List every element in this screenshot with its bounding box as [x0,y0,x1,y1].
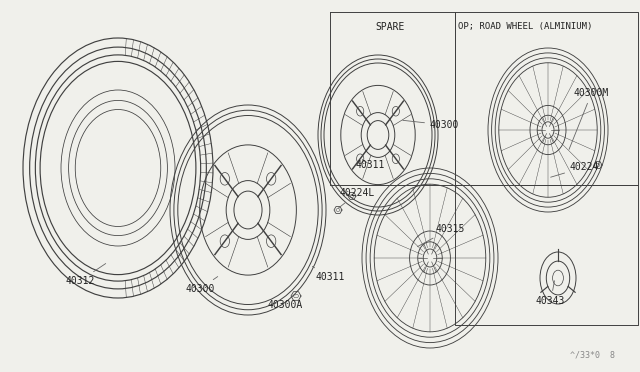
Text: 40300: 40300 [403,120,460,130]
Text: SPARE: SPARE [375,22,404,32]
Text: 40311: 40311 [312,266,344,282]
Text: 40343: 40343 [536,281,565,306]
Text: 40300A: 40300A [268,295,303,310]
Text: 40315: 40315 [417,224,465,247]
Text: 40311: 40311 [356,160,385,170]
Text: ^/33*0  8: ^/33*0 8 [570,351,615,360]
Text: OP; ROAD WHEEL (ALMINIUM): OP; ROAD WHEEL (ALMINIUM) [458,22,593,31]
Text: 40300M: 40300M [569,88,609,150]
Text: 40224: 40224 [550,162,600,177]
Text: 40312: 40312 [65,263,106,286]
Text: 40224L: 40224L [338,188,375,208]
Text: 40300: 40300 [185,276,218,294]
